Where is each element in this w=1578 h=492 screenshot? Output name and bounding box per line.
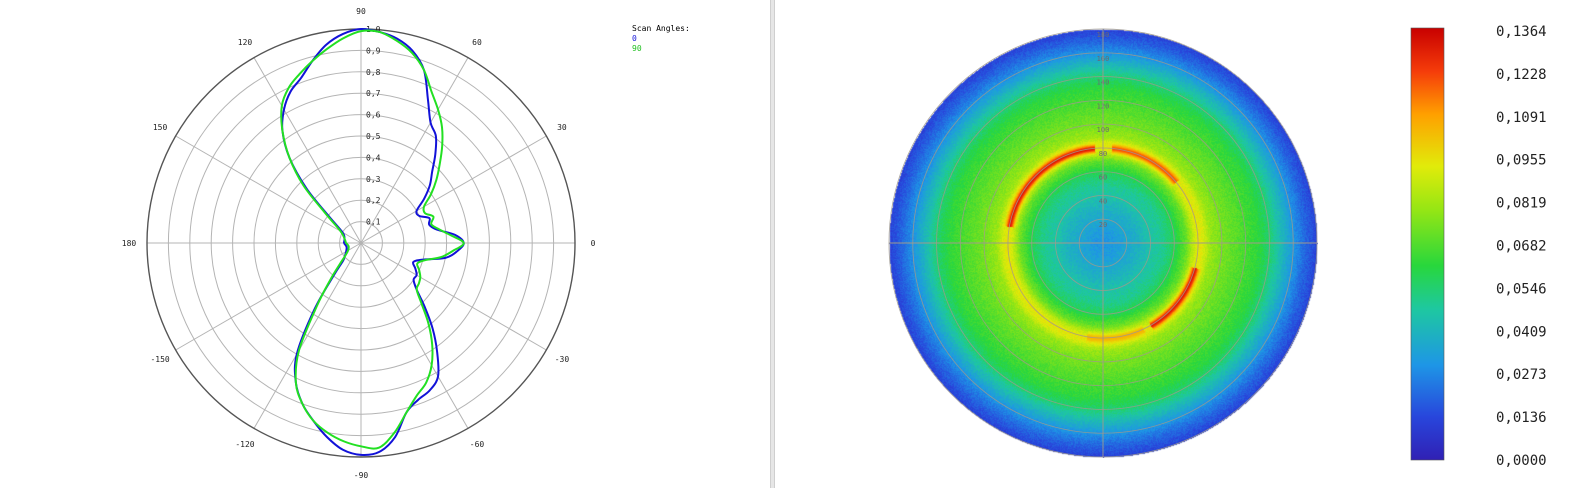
polar-heatmap-panel: 20 40 60 80 100 120 140 160 180 0,1364 0,1228 0,109…	[775, 0, 1578, 488]
angle-tick-label: 60	[472, 38, 482, 47]
radial-tick-label: 0,7	[366, 89, 381, 98]
legend-item-90: 90	[632, 44, 642, 53]
angle-tick-label: -120	[235, 440, 254, 449]
colorbar-tick-label: 0,0682	[1496, 239, 1547, 255]
series-line-90	[280, 29, 465, 450]
radial-tick-label: 0,3	[366, 175, 381, 184]
radial-tick-label: 0,9	[366, 46, 381, 55]
radial-gridline	[210, 92, 512, 394]
legend-item-0: 0	[632, 34, 637, 43]
radial-tick-label: 0,1	[366, 218, 381, 227]
angle-tick-label: -90	[354, 471, 369, 480]
colorbar-tick-label: 0,1228	[1496, 67, 1547, 83]
legend: Scan Angles: 0 90	[632, 24, 690, 54]
colorbar-tick-label: 0,0955	[1496, 153, 1547, 169]
colorbar-tick-label: 0,0273	[1496, 367, 1547, 383]
colorbar-tick-label: 0,0000	[1496, 453, 1547, 469]
radial-tick-label: 0,6	[366, 111, 381, 120]
angle-tick-label: -30	[555, 355, 570, 364]
radial-tick-label: 0,5	[366, 132, 381, 141]
angle-tick-label: 150	[153, 123, 168, 132]
colorbar-tick-label: 0,0409	[1496, 324, 1547, 340]
radial-gridline	[339, 221, 383, 265]
radial-gridline	[274, 156, 448, 330]
colorbar-tick-label: 0,1364	[1496, 24, 1547, 40]
legend-title: Scan Angles:	[632, 24, 690, 33]
polar-line-chart: 0,10,20,30,40,50,60,70,80,91.09060300-30…	[122, 7, 596, 480]
radial-tick-label: 0,8	[366, 68, 381, 77]
radial-gridline	[296, 178, 426, 308]
panel-splitter[interactable]	[770, 0, 775, 488]
angle-tick-label: 180	[122, 239, 137, 248]
radial-tick-label: 0,2	[366, 196, 381, 205]
angle-tick-label: 120	[238, 38, 253, 47]
angle-tick-label: -150	[150, 355, 169, 364]
radial-gridline	[232, 114, 490, 372]
radial-tick-label: 0,4	[366, 153, 381, 162]
angle-tick-label: -60	[470, 440, 485, 449]
angle-tick-label: 30	[557, 123, 567, 132]
angle-tick-label: 0	[591, 239, 596, 248]
angle-tick-label: 90	[356, 7, 366, 16]
radial-gridline	[167, 49, 555, 437]
radial-gridline	[317, 199, 405, 287]
colorbar-tick-label: 0,0819	[1496, 196, 1547, 212]
radial-gridline	[189, 71, 533, 415]
polar-line-chart-panel: 0,1 0,2 0,3 0,4 0,5 0,6 0,7 0,8 0,9 1.0 90 60 30 0 -30…	[0, 0, 770, 488]
radial-gridline	[253, 135, 469, 351]
colorbar-tick-label: 0,1091	[1496, 110, 1547, 126]
colorbar-tick-label: 0,0546	[1496, 281, 1547, 297]
colorbar-tick-label: 0,0136	[1496, 410, 1547, 426]
colorbar	[1410, 27, 1445, 461]
